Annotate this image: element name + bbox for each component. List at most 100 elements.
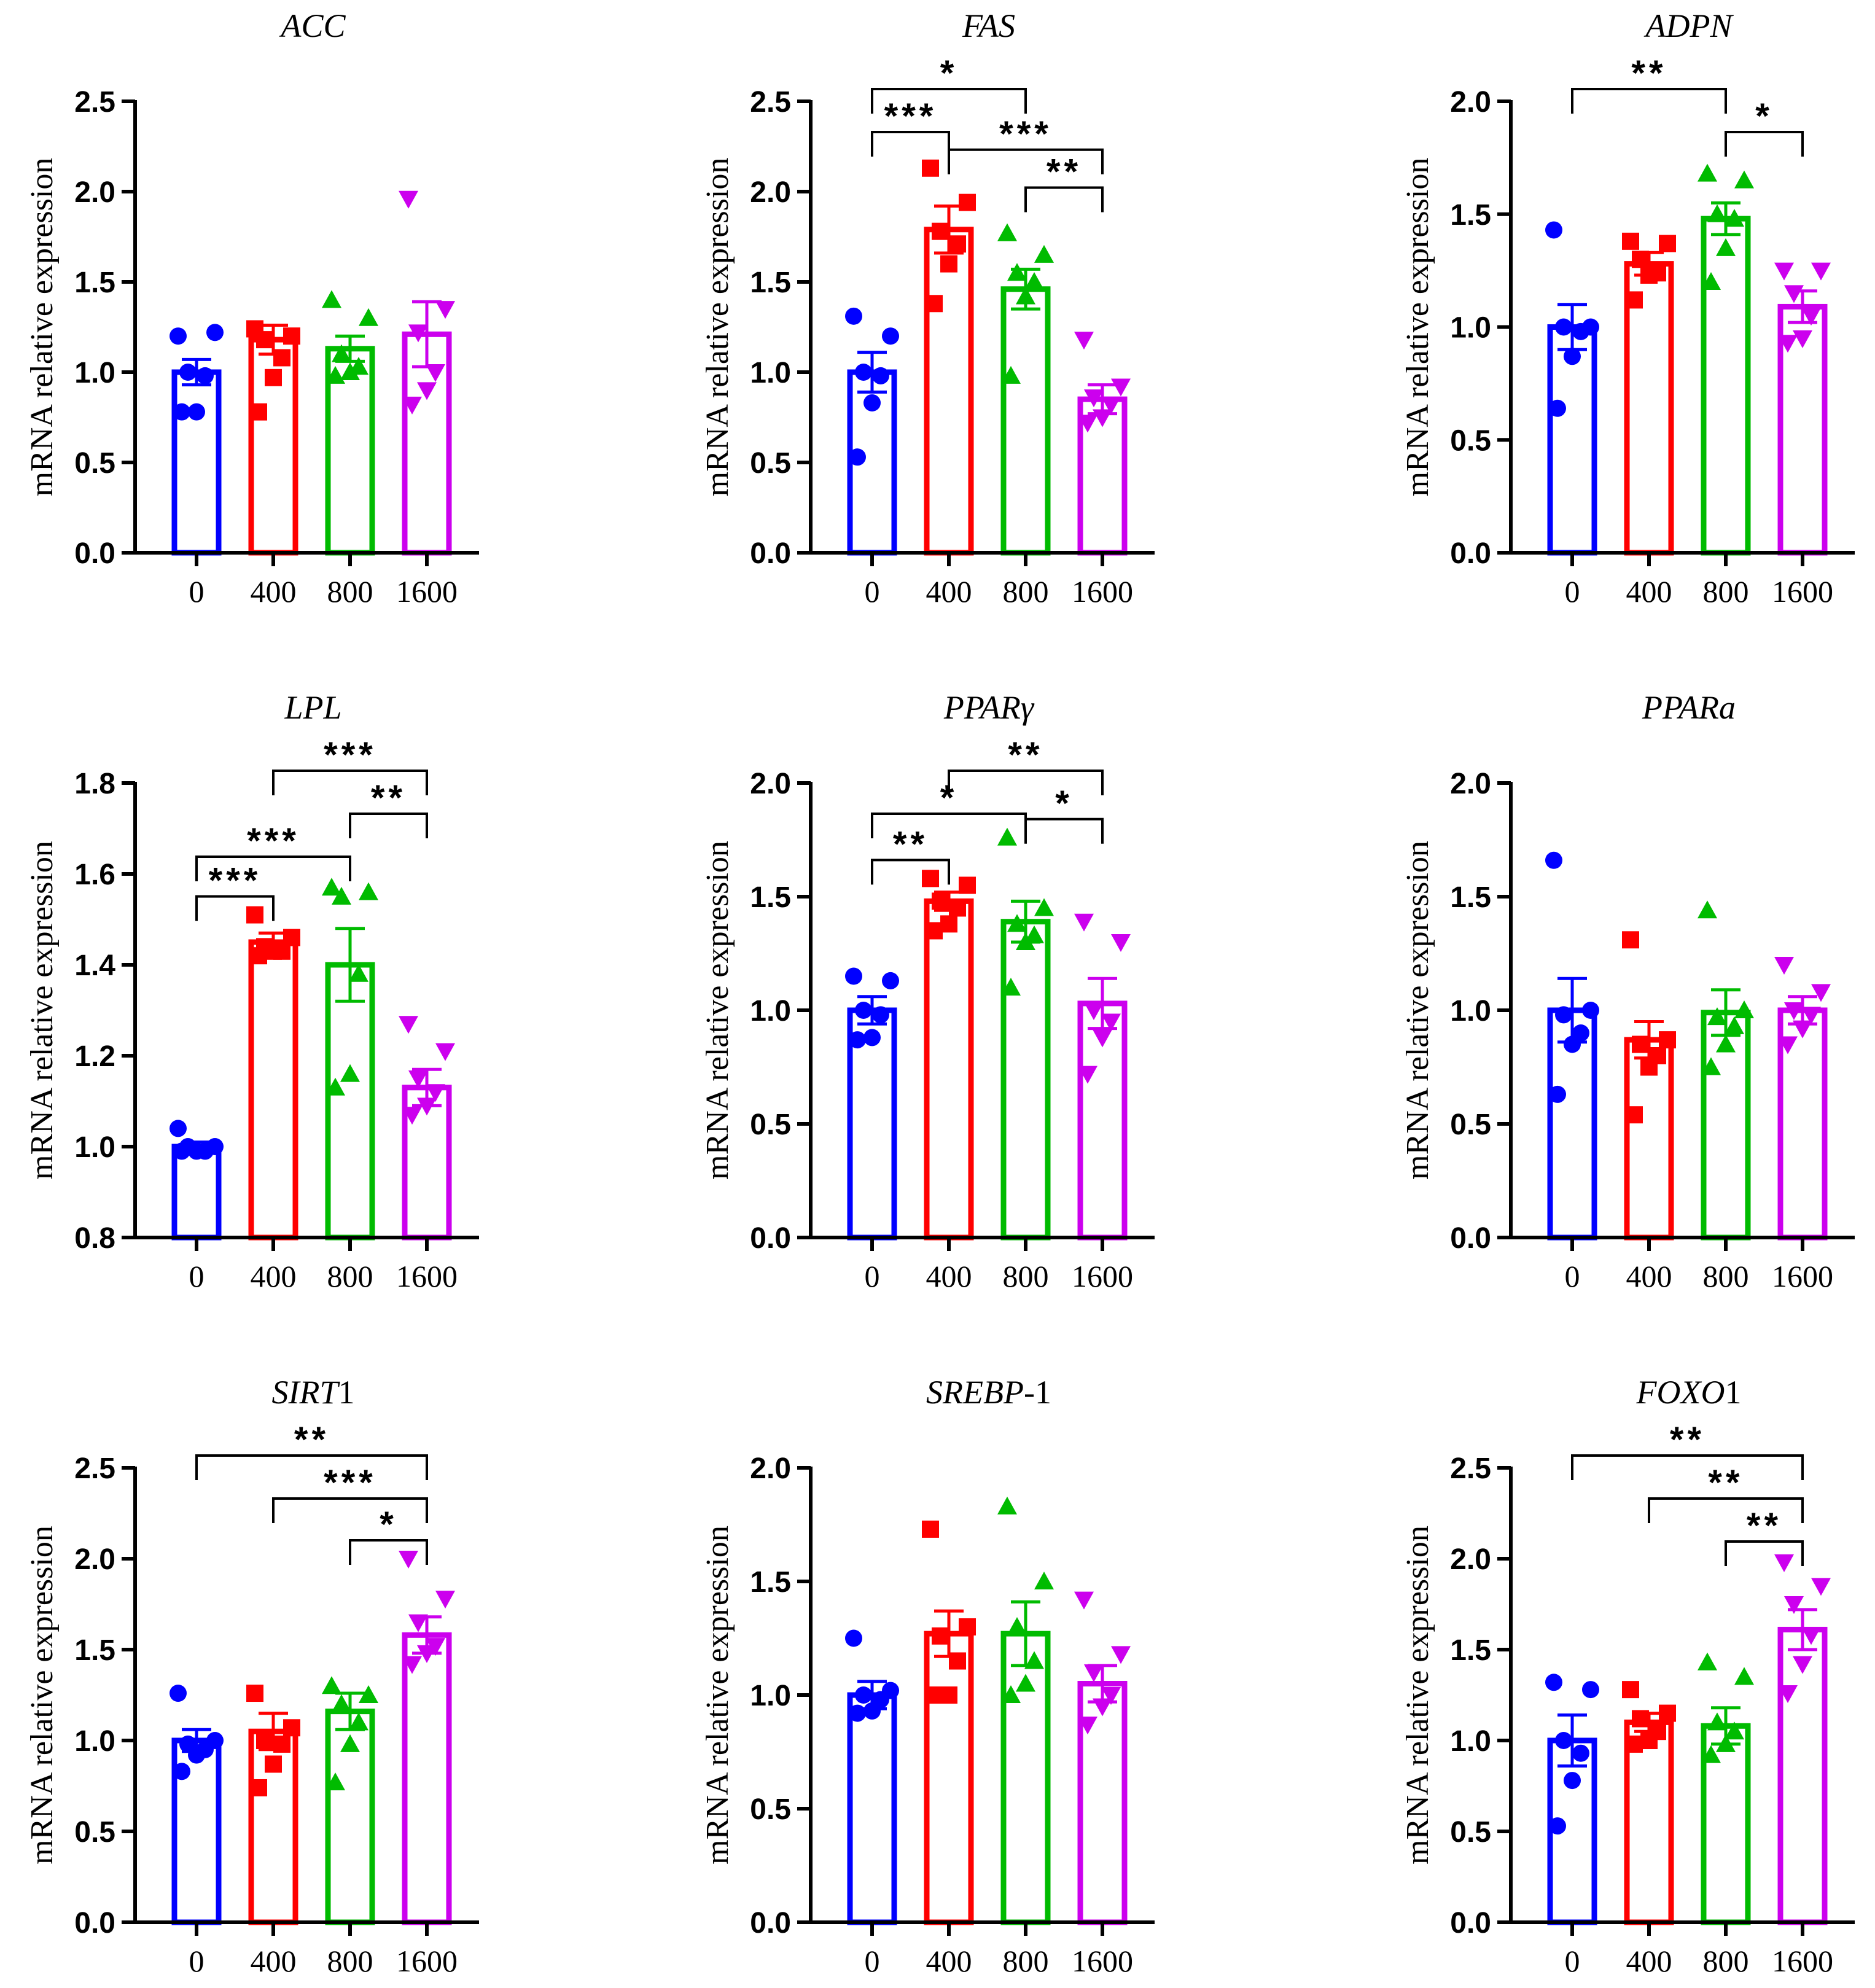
data-point	[332, 344, 351, 362]
data-point	[1734, 1000, 1754, 1018]
significance-label: *	[940, 53, 958, 93]
data-point	[872, 367, 889, 384]
data-point	[332, 887, 351, 905]
y-tick-label: 0.0	[1450, 1222, 1491, 1255]
bar	[171, 369, 222, 556]
data-point	[402, 396, 422, 415]
y-tick-label: 1.0	[1450, 995, 1491, 1027]
data-point	[265, 368, 282, 386]
data-point	[1564, 348, 1581, 365]
y-tick-label: 1.0	[1450, 312, 1491, 345]
data-point	[1626, 1106, 1643, 1124]
significance-label: ***	[247, 821, 300, 861]
significance-label: **	[1631, 53, 1666, 93]
significance-label: **	[1747, 1506, 1782, 1546]
data-point	[1659, 1704, 1676, 1722]
significance-label: **	[893, 824, 928, 864]
x-tick-label: 0	[189, 574, 205, 609]
x-tick-label: 800	[1003, 1259, 1049, 1293]
data-point	[1784, 285, 1804, 303]
x-tick-label: 400	[1626, 1259, 1672, 1293]
data-point	[1555, 318, 1572, 336]
data-point	[426, 364, 445, 382]
bar	[847, 1692, 897, 1925]
data-point	[1632, 251, 1649, 268]
data-point	[872, 1006, 889, 1024]
data-point	[959, 193, 976, 211]
data-point	[1716, 1034, 1736, 1053]
data-point	[426, 1084, 445, 1102]
y-tick-label: 1.0	[750, 995, 791, 1027]
data-point	[1078, 1717, 1097, 1735]
data-point	[359, 308, 378, 326]
data-point	[863, 1702, 881, 1720]
data-point	[283, 327, 300, 345]
y-tick-label: 2.0	[1450, 768, 1491, 800]
y-tick-label: 0.5	[1450, 1816, 1491, 1849]
chart-panel: ACC mRNA relative expression 0.0 0.5 1.0 1.5 2…	[25, 7, 479, 609]
y-tick-label: 0.0	[750, 537, 791, 570]
data-point	[1716, 238, 1736, 256]
data-point	[1582, 1681, 1599, 1699]
data-point	[1078, 1066, 1097, 1084]
data-point	[173, 403, 190, 421]
significance-bracket	[871, 859, 950, 885]
data-point	[863, 394, 881, 411]
significance-bracket	[1024, 186, 1104, 212]
y-tick-label: 0.5	[750, 1793, 791, 1826]
data-point	[246, 1685, 263, 1702]
data-point	[926, 295, 943, 313]
data-point	[1640, 266, 1658, 284]
x-tick-label: 800	[1703, 1944, 1749, 1978]
data-point	[322, 878, 341, 896]
data-point	[1093, 1698, 1112, 1717]
data-point	[340, 362, 360, 380]
data-point	[855, 1686, 872, 1704]
data-point	[283, 1719, 300, 1737]
data-point	[1016, 932, 1035, 950]
chart-panel: SIRT1 mRNA relative expression 0.0 0.5 1.0 1.…	[25, 1374, 479, 1978]
data-point	[949, 235, 966, 253]
data-point	[1111, 378, 1131, 397]
data-point	[1784, 1002, 1804, 1020]
y-tick-label: 0.0	[1450, 537, 1491, 570]
y-tick-label: 2.5	[74, 1452, 115, 1485]
x-tick-label: 800	[1003, 1944, 1049, 1978]
data-point	[855, 364, 872, 381]
y-tick-label: 2.5	[1450, 1452, 1491, 1485]
data-point	[1111, 934, 1131, 952]
chart-title: PPARa	[1642, 689, 1736, 726]
data-point	[926, 1686, 943, 1704]
data-point	[1093, 409, 1112, 427]
x-tick-label: 1600	[1772, 1944, 1833, 1978]
data-point	[940, 1686, 957, 1704]
data-point	[882, 327, 899, 345]
data-point	[845, 307, 862, 325]
y-tick-label: 1.5	[750, 881, 791, 914]
y-axis-label: mRNA relative expression	[700, 158, 735, 497]
data-point	[932, 222, 949, 240]
x-tick-label: 0	[189, 1259, 205, 1293]
data-point	[1698, 1652, 1717, 1670]
data-point	[1572, 322, 1589, 340]
x-tick-label: 1600	[396, 1259, 458, 1293]
data-point	[273, 1735, 290, 1753]
chart-panel: LPL mRNA relative expression 0.8 1.0 1.2 1.4 1…	[25, 689, 479, 1293]
significance-label: *	[380, 1505, 397, 1545]
bar	[171, 1144, 222, 1241]
data-point	[408, 1614, 428, 1632]
y-tick-label: 1.2	[74, 1040, 115, 1073]
data-point	[1001, 1685, 1021, 1703]
y-tick-label: 2.0	[750, 768, 791, 800]
data-point	[1034, 244, 1054, 263]
data-point	[1793, 330, 1812, 348]
y-tick-label: 0.5	[750, 447, 791, 480]
y-tick-label: 1.0	[74, 1725, 115, 1758]
data-point	[1074, 913, 1094, 932]
data-point	[1024, 272, 1044, 290]
data-point	[325, 1077, 345, 1096]
data-point	[408, 1070, 428, 1088]
significance-bracket	[948, 770, 1104, 795]
y-axis-label: mRNA relative expression	[25, 158, 60, 497]
x-tick-label: 1600	[1072, 574, 1133, 609]
